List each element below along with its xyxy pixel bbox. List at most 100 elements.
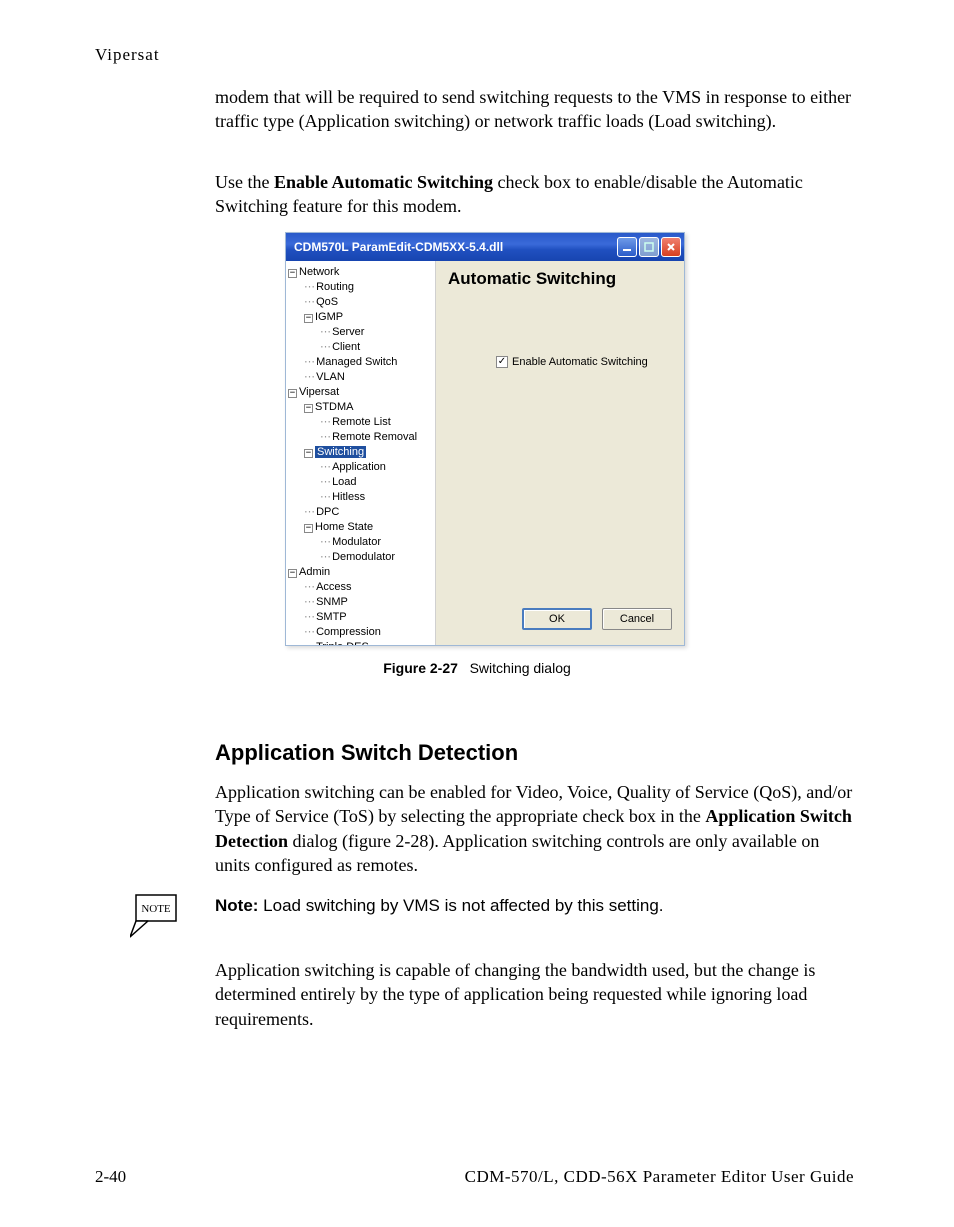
tree-connector: ⋯ (320, 476, 332, 488)
dialog-window: CDM570L ParamEdit-CDM5XX-5.4.dll −Networ… (285, 232, 685, 646)
maximize-button[interactable] (639, 237, 659, 257)
tree-label: Load (332, 476, 356, 488)
tree-triple-des[interactable]: ⋯ Triple DES (288, 640, 433, 645)
tree-label: Network (299, 266, 339, 278)
checkbox-label: Enable Automatic Switching (512, 356, 648, 368)
tree-vipersat[interactable]: −Vipersat (288, 385, 433, 400)
figure-caption: Figure 2-27 Switching dialog (0, 660, 954, 676)
expand-icon[interactable]: − (288, 389, 297, 398)
tree-load[interactable]: ⋯ Load (288, 475, 433, 490)
tree-managed[interactable]: ⋯ Managed Switch (288, 355, 433, 370)
dialog-buttons: OK Cancel (522, 608, 672, 630)
tree-connector: ⋯ (320, 491, 332, 503)
page-header: Vipersat (95, 45, 160, 65)
note-block: Note: Load switching by VMS is not affec… (215, 896, 855, 916)
tree-vlan[interactable]: ⋯ VLAN (288, 370, 433, 385)
note-label: Note: (215, 896, 258, 915)
tree-label: IGMP (315, 311, 343, 323)
tree-label: DPC (316, 506, 339, 518)
footer-title: CDM-570/L, CDD-56X Parameter Editor User… (465, 1167, 854, 1187)
paragraph-1: modem that will be required to send swit… (215, 85, 855, 134)
tree-smtp[interactable]: ⋯ SMTP (288, 610, 433, 625)
expand-icon[interactable]: − (304, 314, 313, 323)
tree-switching[interactable]: −Switching (288, 445, 433, 460)
tree-pane[interactable]: −Network ⋯ Routing ⋯ QoS −IGMP ⋯ Server … (286, 261, 436, 645)
tree-network[interactable]: −Network (288, 265, 433, 280)
p2-bold: Enable Automatic Switching (274, 172, 493, 192)
tree-connector: ⋯ (304, 611, 316, 623)
titlebar-buttons (617, 237, 681, 257)
section-heading: Application Switch Detection (215, 740, 518, 766)
expand-icon[interactable]: − (304, 449, 313, 458)
tree-label: Compression (316, 626, 381, 638)
enable-auto-switching-checkbox[interactable]: ✓ Enable Automatic Switching (496, 356, 648, 368)
close-icon (666, 242, 676, 252)
tree-snmp[interactable]: ⋯ SNMP (288, 595, 433, 610)
panel-title: Automatic Switching (448, 269, 672, 289)
minimize-icon (622, 242, 632, 252)
figure-label: Figure 2-27 (383, 660, 458, 676)
ok-button[interactable]: OK (522, 608, 592, 630)
tree-hitless[interactable]: ⋯ Hitless (288, 490, 433, 505)
tree-home-state[interactable]: −Home State (288, 520, 433, 535)
tree-qos[interactable]: ⋯ QoS (288, 295, 433, 310)
tree-connector: ⋯ (320, 461, 332, 473)
tree-connector: ⋯ (320, 416, 332, 428)
maximize-icon (644, 242, 654, 252)
checkbox-icon[interactable]: ✓ (496, 356, 508, 368)
tree-stdma[interactable]: −STDMA (288, 400, 433, 415)
tree-label: Modulator (332, 536, 381, 548)
content-pane: Automatic Switching ✓ Enable Automatic S… (436, 261, 684, 645)
tree-label: Client (332, 341, 360, 353)
tree-label: SNMP (316, 596, 348, 608)
tree-connector: ⋯ (304, 356, 316, 368)
tree-label: Vipersat (299, 386, 339, 398)
tree-application[interactable]: ⋯ Application (288, 460, 433, 475)
tree-connector: ⋯ (304, 371, 316, 383)
tree-connector: ⋯ (304, 506, 316, 518)
note-text: Load switching by VMS is not affected by… (258, 896, 663, 915)
tree-client[interactable]: ⋯ Client (288, 340, 433, 355)
expand-icon[interactable]: − (304, 404, 313, 413)
tree-compression[interactable]: ⋯ Compression (288, 625, 433, 640)
tree-label: Managed Switch (316, 356, 397, 368)
tree-connector: ⋯ (304, 596, 316, 608)
tree-remote-list[interactable]: ⋯ Remote List (288, 415, 433, 430)
page-number: 2-40 (95, 1167, 126, 1187)
note-box-text: NOTE (141, 903, 171, 915)
close-button[interactable] (661, 237, 681, 257)
expand-icon[interactable]: − (288, 269, 297, 278)
tree-routing[interactable]: ⋯ Routing (288, 280, 433, 295)
tree-igmp[interactable]: −IGMP (288, 310, 433, 325)
tree-dpc[interactable]: ⋯ DPC (288, 505, 433, 520)
tree-label: QoS (316, 296, 338, 308)
tree-label: Demodulator (332, 551, 395, 563)
tree-label-selected: Switching (315, 446, 366, 458)
tree-connector: ⋯ (304, 581, 316, 593)
tree-connector: ⋯ (304, 641, 316, 645)
tree-label: STDMA (315, 401, 354, 413)
cancel-button[interactable]: Cancel (602, 608, 672, 630)
tree-connector: ⋯ (320, 551, 332, 563)
tree-demodulator[interactable]: ⋯ Demodulator (288, 550, 433, 565)
paragraph-3: Application switching can be enabled for… (215, 780, 855, 877)
tree-remote-removal[interactable]: ⋯ Remote Removal (288, 430, 433, 445)
p2-pre: Use the (215, 172, 274, 192)
window-title: CDM570L ParamEdit-CDM5XX-5.4.dll (294, 240, 617, 254)
expand-icon[interactable]: − (288, 569, 297, 578)
tree-connector: ⋯ (304, 281, 316, 293)
expand-icon[interactable]: − (304, 524, 313, 533)
tree-label: Hitless (332, 491, 365, 503)
tree-server[interactable]: ⋯ Server (288, 325, 433, 340)
p3-post: dialog (figure 2-28). Application switch… (215, 831, 819, 875)
tree-label: SMTP (316, 611, 347, 623)
tree-admin[interactable]: −Admin (288, 565, 433, 580)
tree-connector: ⋯ (320, 536, 332, 548)
tree-label: Home State (315, 521, 373, 533)
tree-modulator[interactable]: ⋯ Modulator (288, 535, 433, 550)
paragraph-4: Application switching is capable of chan… (215, 958, 855, 1031)
tree-connector: ⋯ (304, 296, 316, 308)
tree-access[interactable]: ⋯ Access (288, 580, 433, 595)
minimize-button[interactable] (617, 237, 637, 257)
titlebar[interactable]: CDM570L ParamEdit-CDM5XX-5.4.dll (286, 233, 684, 261)
